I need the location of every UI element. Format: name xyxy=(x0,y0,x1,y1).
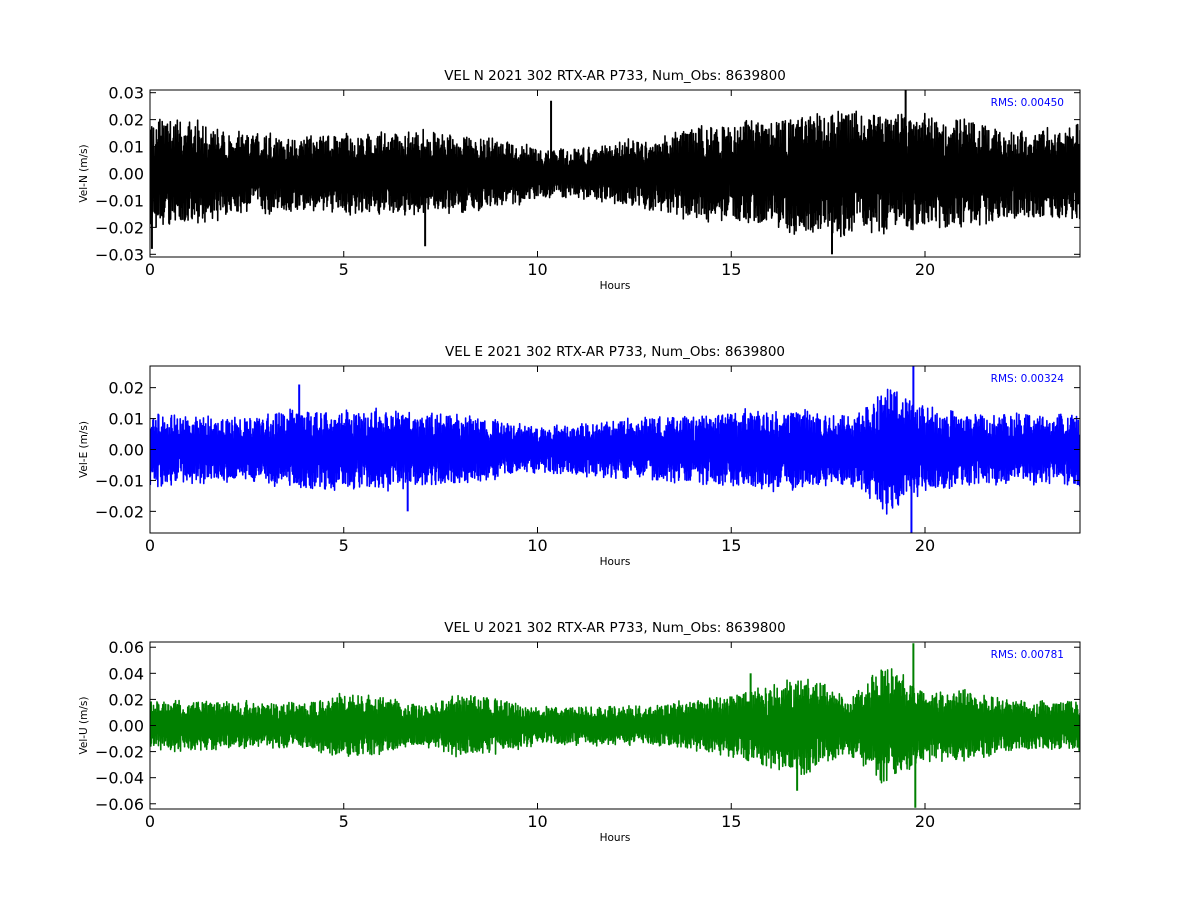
y-tick-label-north-5: 0.02 xyxy=(108,111,144,130)
rms-annotation-up: RMS: 0.00781 xyxy=(991,649,1064,661)
x-tick-label-east-0: 0 xyxy=(145,536,155,555)
y-tick-label-east-0: −0.02 xyxy=(95,502,144,521)
y-tick-label-north-3: 0.00 xyxy=(108,165,144,184)
y-axis-label-north: Vel-N (m/s) xyxy=(78,144,90,202)
x-tick-label-north-2: 10 xyxy=(527,260,547,279)
rms-annotation-east: RMS: 0.00324 xyxy=(991,373,1065,385)
y-tick-label-north-1: −0.02 xyxy=(95,218,144,237)
x-tick-label-east-1: 5 xyxy=(339,536,349,555)
y-tick-label-east-2: 0.00 xyxy=(108,441,144,460)
rms-annotation-north: RMS: 0.00450 xyxy=(991,97,1064,109)
x-tick-label-up-4: 20 xyxy=(915,812,935,831)
series-line-east xyxy=(150,388,1080,515)
x-tick-label-north-4: 20 xyxy=(915,260,935,279)
series-line-up xyxy=(150,668,1080,784)
x-tick-label-north-3: 15 xyxy=(721,260,741,279)
y-tick-label-up-3: 0.00 xyxy=(108,717,144,736)
panel-up: 0 5 10 15 20 −0.06 −0.04 −0.02 0.00 0.02 0.04 0.06 V… xyxy=(78,620,1081,844)
panel-north: 0 5 10 15 20 −0.03 −0.02 −0.01 0.00 0.01 0.02 0.03 V… xyxy=(78,68,1081,292)
y-tick-label-up-0: −0.06 xyxy=(95,795,144,814)
y-tick-label-up-6: 0.06 xyxy=(108,638,144,657)
chart-title-east: VEL E 2021 302 RTX-AR P733, Num_Obs: 863… xyxy=(445,344,785,360)
x-tick-label-up-2: 10 xyxy=(527,812,547,831)
x-tick-label-up-0: 0 xyxy=(145,812,155,831)
chart-title-up: VEL U 2021 302 RTX-AR P733, Num_Obs: 863… xyxy=(444,620,785,636)
y-tick-label-up-1: −0.04 xyxy=(95,769,144,788)
y-tick-label-north-2: −0.01 xyxy=(95,191,144,210)
x-tick-label-east-3: 15 xyxy=(721,536,741,555)
x-axis-label-east: Hours xyxy=(600,556,631,568)
panel-east: 0 5 10 15 20 −0.02 −0.01 0.00 0.01 0.02 VEL E 2021… xyxy=(78,344,1081,568)
y-tick-label-up-4: 0.02 xyxy=(108,690,144,709)
x-axis-label-up: Hours xyxy=(600,832,631,844)
x-tick-label-up-1: 5 xyxy=(339,812,349,831)
chart-title-north: VEL N 2021 302 RTX-AR P733, Num_Obs: 863… xyxy=(444,68,786,84)
x-tick-label-north-1: 5 xyxy=(339,260,349,279)
y-axis-label-east: Vel-E (m/s) xyxy=(78,421,90,478)
y-tick-label-north-6: 0.03 xyxy=(108,84,144,103)
series-line-north xyxy=(150,110,1080,238)
y-tick-label-east-1: −0.01 xyxy=(95,471,144,490)
x-tick-label-east-2: 10 xyxy=(527,536,547,555)
y-tick-label-north-4: 0.01 xyxy=(108,138,144,157)
x-tick-label-east-4: 20 xyxy=(915,536,935,555)
y-axis-label-up: Vel-U (m/s) xyxy=(78,697,90,755)
y-tick-label-east-4: 0.02 xyxy=(108,379,144,398)
x-tick-label-up-3: 15 xyxy=(721,812,741,831)
y-tick-label-up-2: −0.02 xyxy=(95,743,144,762)
y-tick-label-north-0: −0.03 xyxy=(95,245,144,264)
x-axis-label-north: Hours xyxy=(600,280,631,292)
x-tick-label-north-0: 0 xyxy=(145,260,155,279)
y-tick-label-east-3: 0.01 xyxy=(108,410,144,429)
y-tick-label-up-5: 0.04 xyxy=(108,664,144,683)
